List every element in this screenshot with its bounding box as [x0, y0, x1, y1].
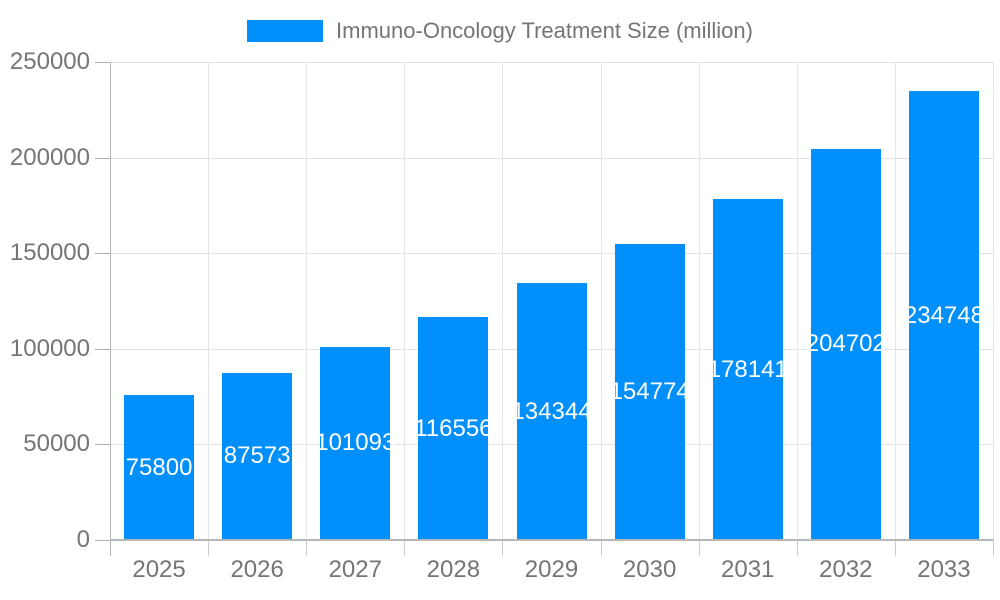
y-axis-tick: [95, 157, 110, 159]
bar-value-label: 116556: [414, 414, 493, 442]
bar[interactable]: 178141: [708, 199, 788, 540]
gridline-vertical: [698, 62, 700, 540]
x-axis-tick: [698, 540, 700, 556]
bar[interactable]: 154774: [610, 244, 690, 540]
bar-value-label: 101093: [315, 429, 396, 457]
y-axis-tick-label: 200000: [9, 143, 90, 171]
y-axis-tick: [95, 62, 110, 63]
bar[interactable]: 116556: [414, 317, 493, 540]
gridline-vertical: [502, 62, 504, 540]
x-axis-tick-label: 2032: [819, 556, 873, 583]
x-axis-tick: [993, 540, 994, 556]
gridline-vertical: [306, 62, 308, 540]
bar-value-label: 178141: [707, 355, 788, 383]
x-axis-tick: [208, 540, 210, 556]
bar[interactable]: 134344: [511, 283, 592, 540]
legend-label: Immuno-Oncology Treatment Size (million): [336, 18, 753, 43]
y-axis-tick: [95, 540, 110, 541]
x-axis-tick-label: 2033: [917, 556, 971, 583]
y-axis-tick-label: 50000: [23, 430, 90, 458]
legend-item[interactable]: Immuno-Oncology Treatment Size (million): [247, 18, 753, 44]
bar-value-label: 154774: [609, 378, 690, 406]
bar-value-label: 234748: [903, 301, 984, 329]
bar[interactable]: 75800: [124, 395, 195, 540]
gridline-horizontal: [110, 157, 993, 159]
bar-value-label: 204702: [805, 330, 886, 358]
bar[interactable]: 101093: [315, 346, 395, 540]
y-axis-tick-label: 150000: [9, 239, 90, 267]
x-axis-tick-label: 2027: [328, 556, 382, 583]
x-axis-tick: [502, 540, 504, 556]
x-axis-tick: [306, 540, 308, 556]
x-axis-tick: [404, 540, 406, 556]
gridline-vertical: [993, 62, 994, 540]
bar[interactable]: 204702: [806, 148, 886, 540]
gridline-vertical: [404, 62, 406, 540]
plot-area: 0 50000 100000 150000 200000 250000 75800 2025 8…: [10, 49, 994, 583]
x-axis-tick-label: 2031: [721, 556, 775, 583]
gridline-horizontal: [110, 62, 993, 63]
bar[interactable]: 87573: [222, 372, 293, 540]
x-axis-tick-label: 2028: [426, 556, 481, 583]
x-axis-tick: [894, 540, 896, 556]
x-axis-line: [110, 539, 993, 541]
bar-value-label: 134344: [511, 397, 592, 425]
x-axis-tick-label: 2030: [622, 556, 677, 583]
y-axis-tick: [95, 253, 110, 255]
y-axis-tick: [95, 348, 110, 350]
bar-value-label: 87573: [223, 442, 291, 470]
bar[interactable]: 234748: [904, 91, 984, 540]
y-axis-tick-label: 250000: [9, 48, 90, 75]
x-axis-tick: [110, 540, 111, 556]
y-axis-tick-label: 100000: [9, 334, 90, 362]
bar-value-label: 75800: [125, 453, 193, 481]
y-axis-tick: [95, 444, 110, 446]
x-axis-tick-label: 2025: [132, 556, 186, 583]
x-axis-tick-label: 2026: [230, 556, 284, 583]
legend: Immuno-Oncology Treatment Size (million): [0, 18, 1000, 44]
gridline-vertical: [894, 62, 896, 540]
gridline-vertical: [796, 62, 798, 540]
y-axis-line: [110, 62, 111, 540]
y-axis-tick-label: 0: [76, 526, 90, 553]
gridline-horizontal: [110, 253, 993, 255]
x-axis-tick-label: 2029: [524, 556, 579, 583]
gridline-vertical: [208, 62, 210, 540]
gridline-vertical: [600, 62, 602, 540]
x-axis-tick: [796, 540, 798, 556]
legend-marker-icon: [247, 20, 324, 42]
x-axis-tick: [600, 540, 602, 556]
